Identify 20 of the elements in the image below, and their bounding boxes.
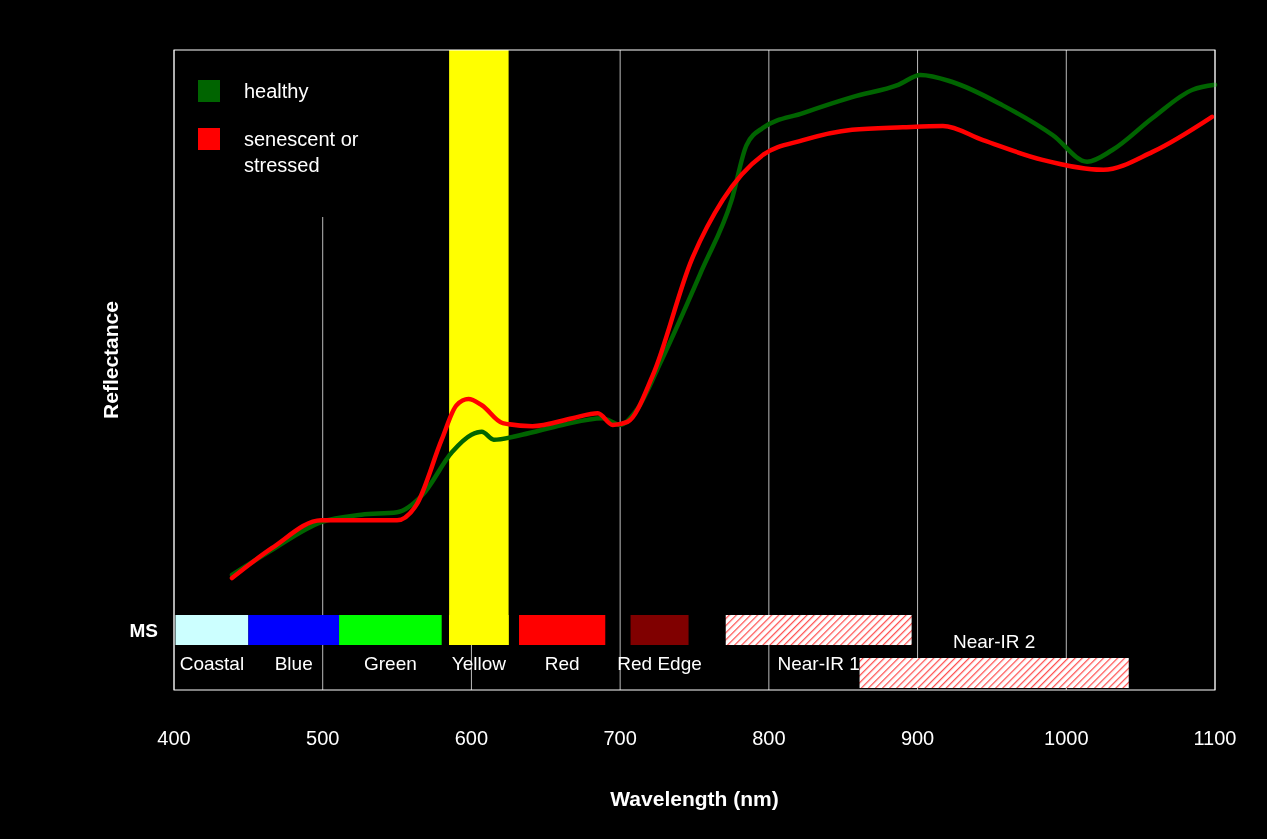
- band-label: Near-IR 1: [777, 653, 860, 674]
- x-tick-label: 800: [752, 727, 786, 749]
- x-tick-label: 500: [306, 727, 340, 749]
- y-axis-title: Reflectance: [99, 301, 122, 419]
- x-tick-label: 700: [603, 727, 637, 749]
- x-tick-label: 1100: [1193, 727, 1237, 749]
- band-label: Green: [363, 653, 417, 674]
- x-tick-label: 1000: [1044, 727, 1089, 749]
- legend-label: senescent or stressed: [244, 128, 359, 176]
- x-tick-label: 900: [900, 727, 935, 749]
- text: MS: [129, 620, 158, 641]
- x-axis-title: Wavelength (nm): [610, 787, 779, 810]
- band-label: Red Edge: [617, 653, 702, 674]
- band-label: Blue: [274, 653, 313, 674]
- band-label: Near-IR 2: [952, 631, 1036, 652]
- band-label: Coastal: [179, 653, 245, 674]
- band-label: Red: [544, 653, 580, 674]
- x-tick-label: 400: [157, 727, 191, 749]
- legend-label: healthy: [244, 80, 309, 102]
- x-tick-label: 600: [454, 727, 489, 749]
